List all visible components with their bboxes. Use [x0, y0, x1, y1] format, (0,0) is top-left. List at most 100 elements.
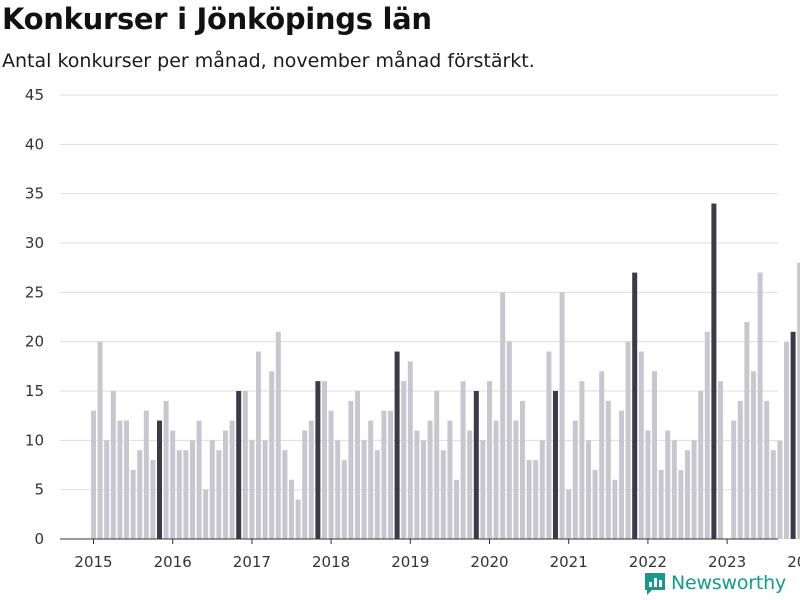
- bar-2021-02: [572, 420, 578, 539]
- bar-2022-05: [671, 440, 677, 539]
- bar-2022-10: [704, 331, 710, 539]
- bar-2017-03: [262, 440, 268, 539]
- y-tick-label-45: 45: [25, 86, 44, 104]
- y-tick-label-5: 5: [34, 481, 44, 499]
- bar-2021-01: [566, 489, 572, 539]
- bar-2017-09: [302, 430, 308, 539]
- bar-2018-02: [335, 440, 341, 539]
- bar-2019-03: [421, 440, 426, 539]
- bar-2020-03: [500, 292, 506, 539]
- bar-2023-03: [737, 400, 743, 539]
- bar-2016-06: [203, 489, 209, 539]
- bar-2020-11: [553, 391, 558, 539]
- x-tick-label-2023: 2023: [708, 553, 746, 571]
- bar-2017-12: [322, 381, 327, 539]
- bar-2016-04: [190, 440, 195, 539]
- bar-2015-09: [143, 410, 149, 539]
- bar-2020-08: [533, 460, 539, 539]
- bar-2016-02: [176, 450, 182, 539]
- bar-2016-03: [183, 450, 189, 539]
- bar-2018-08: [374, 450, 380, 539]
- bar-2022-06: [678, 469, 684, 539]
- bar-2023-09: [777, 440, 783, 539]
- bar-2015-02: [97, 341, 103, 539]
- bar-2017-01: [249, 440, 255, 539]
- bar-2015-04: [110, 391, 116, 539]
- chart-subtitle: Antal konkurser per månad, november måna…: [2, 50, 535, 72]
- bar-2021-04: [586, 440, 591, 539]
- x-axis-ticks: 2015 2016 2017 2018 2019 2020 2021 2022 2023 2024: [74, 539, 800, 571]
- bar-2015-05: [117, 420, 123, 539]
- bar-2020-05: [513, 420, 519, 539]
- bar-2022-12: [718, 381, 723, 539]
- bar-2015-11: [157, 420, 162, 539]
- bar-2022-09: [698, 391, 704, 539]
- bar-2016-10: [229, 420, 235, 539]
- bar-2019-06: [440, 450, 446, 539]
- bar-2018-09: [381, 410, 387, 539]
- x-tick-label-2017: 2017: [233, 553, 271, 571]
- bar-2017-05: [275, 331, 281, 539]
- x-tick-label-2022: 2022: [629, 553, 667, 571]
- y-tick-label-0: 0: [34, 530, 44, 548]
- bar-2015-03: [104, 440, 110, 539]
- bar-2021-11: [632, 272, 638, 539]
- bar-2018-01: [328, 410, 334, 539]
- bar-2021-03: [579, 381, 585, 539]
- bar-2019-09: [460, 381, 466, 539]
- bar-2022-11: [711, 203, 717, 539]
- bar-2017-06: [282, 450, 288, 539]
- bar-2017-07: [289, 479, 294, 539]
- bars: [91, 203, 800, 539]
- x-tick-label-2021: 2021: [550, 553, 588, 571]
- bar-2017-04: [269, 371, 275, 539]
- bar-2015-01: [91, 410, 96, 539]
- bar-2018-10: [388, 410, 393, 539]
- bar-2021-07: [605, 400, 611, 539]
- bar-2022-07: [685, 450, 690, 539]
- bar-2015-06: [124, 420, 129, 539]
- y-tick-label-30: 30: [25, 234, 44, 252]
- bar-2020-04: [506, 341, 512, 539]
- y-tick-label-25: 25: [25, 283, 44, 301]
- bar-2021-12: [638, 351, 644, 539]
- bar-2021-06: [599, 371, 605, 539]
- bar-2018-12: [401, 381, 407, 539]
- newsworthy-logo-icon: [645, 573, 665, 595]
- bar-2021-10: [625, 341, 631, 539]
- chart-title: Konkurser i Jönköpings län: [2, 2, 432, 36]
- bar-2022-01: [645, 430, 651, 539]
- y-tick-label-20: 20: [25, 333, 44, 351]
- bar-2016-05: [196, 420, 202, 539]
- x-tick-label-2020: 2020: [470, 553, 508, 571]
- bar-2023-11: [790, 331, 796, 539]
- bar-2015-12: [163, 400, 169, 539]
- bar-2016-08: [216, 450, 222, 539]
- bar-2017-02: [256, 351, 261, 539]
- brand-name: Newsworthy: [671, 572, 787, 594]
- bar-2023-06: [757, 272, 763, 539]
- bar-2020-07: [526, 460, 532, 539]
- y-axis-ticks: 0 5 10 15 20 25 30 35 40 45: [25, 86, 44, 548]
- bar-2016-09: [223, 430, 228, 539]
- brand-logo: Newsworthy: [643, 568, 786, 598]
- bar-2019-10: [467, 430, 473, 539]
- bar-2019-05: [434, 391, 440, 539]
- x-tick-label-2015: 2015: [74, 553, 112, 571]
- y-tick-label-15: 15: [25, 382, 44, 400]
- bar-2019-02: [414, 430, 420, 539]
- x-tick-label-2016: 2016: [154, 553, 192, 571]
- bar-2022-02: [652, 371, 657, 539]
- bar-2019-04: [427, 420, 433, 539]
- bar-2016-11: [236, 391, 242, 539]
- bar-2023-05: [751, 371, 756, 539]
- bar-2019-12: [480, 440, 486, 539]
- bar-2019-07: [447, 420, 453, 539]
- bar-2015-08: [137, 450, 143, 539]
- bar-2020-01: [487, 381, 492, 539]
- bar-2019-08: [454, 479, 459, 539]
- bar-2023-02: [731, 420, 737, 539]
- bar-2016-12: [242, 391, 248, 539]
- bar-2022-08: [691, 440, 697, 539]
